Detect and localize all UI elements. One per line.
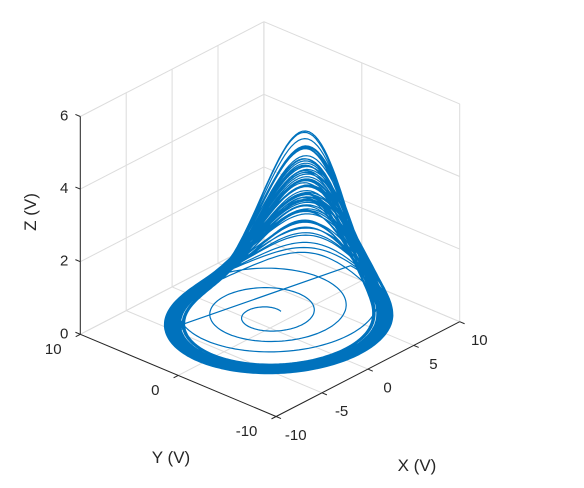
x-tick-label: 0 <box>383 379 391 396</box>
z-axis-label: Z (V) <box>21 193 40 231</box>
side-wall-grid-horizontal <box>263 93 460 177</box>
z-tick-mark <box>75 186 81 190</box>
z-tick-mark <box>75 113 81 117</box>
y-axis-label: Y (V) <box>152 448 190 467</box>
back-wall-grid-horizontal <box>80 93 265 190</box>
x-tick-label: -10 <box>285 427 307 444</box>
y-tick-label: 0 <box>151 382 159 399</box>
x-tick-mark <box>459 321 465 325</box>
x-tick-mark <box>367 368 373 372</box>
x-tick-mark <box>275 416 282 420</box>
z-tick-mark <box>75 331 81 335</box>
side-wall-grid-horizontal <box>263 166 460 250</box>
y-tick-mark <box>271 416 277 420</box>
back-wall-grid-horizontal <box>80 166 265 263</box>
back-wall-grid-horizontal <box>80 21 265 117</box>
side-wall-grid-horizontal <box>263 21 460 105</box>
x-tick-label: -5 <box>335 403 348 420</box>
z-tick-mark <box>75 259 81 263</box>
x-axis-label: X (V) <box>398 456 437 475</box>
y-tick-label: 10 <box>45 341 62 358</box>
y-tick-mark <box>75 333 81 338</box>
y-tick-mark <box>173 374 179 379</box>
y-tick-label: -10 <box>236 423 258 440</box>
z-tick-label: 4 <box>60 180 68 197</box>
x-tick-label: 5 <box>429 356 437 373</box>
z-tick-label: 0 <box>60 325 68 342</box>
x-tick-mark <box>413 344 419 348</box>
x-tick-label: 10 <box>471 332 488 349</box>
x-tick-mark <box>321 392 328 396</box>
trajectory-layer <box>163 130 394 375</box>
y-axis-line <box>80 333 277 417</box>
z-tick-label: 6 <box>60 107 68 124</box>
z-tick-label: 2 <box>60 253 68 270</box>
attractor-trajectory <box>163 130 394 375</box>
